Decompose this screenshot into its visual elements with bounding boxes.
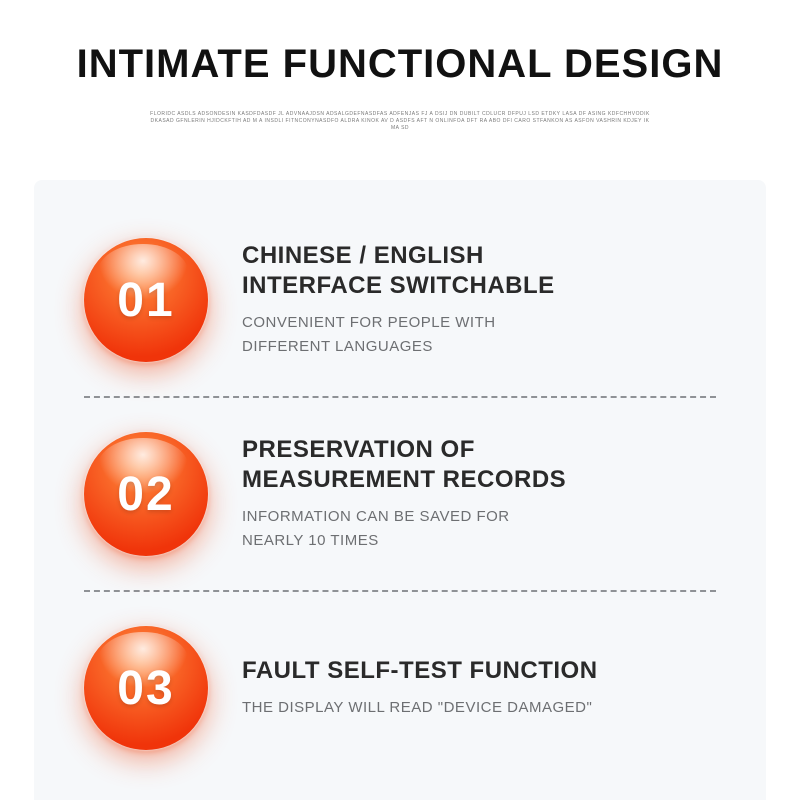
feature-number-badge: 01 — [84, 238, 208, 362]
feature-subtext: INFORMATION CAN BE SAVED FOR NEARLY 10 T… — [242, 505, 716, 553]
feature-copy: FAULT SELF-TEST FUNCTION THE DISPLAY WIL… — [242, 656, 716, 720]
feature-number: 01 — [117, 273, 174, 328]
feature-heading: CHINESE / ENGLISH INTERFACE SWITCHABLE — [242, 241, 716, 301]
page-title: INTIMATE FUNCTIONAL DESIGN — [0, 0, 800, 87]
feature-subtext: THE DISPLAY WILL READ "DEVICE DAMAGED" — [242, 696, 716, 720]
feature-row: 02 PRESERVATION OF MEASUREMENT RECORDS I… — [84, 396, 716, 590]
decorative-subtitle: FLORIDC ASDLS ADSONDESIN KASDFDASDF JL A… — [150, 111, 650, 139]
feature-copy: PRESERVATION OF MEASUREMENT RECORDS INFO… — [242, 435, 716, 553]
feature-heading: PRESERVATION OF MEASUREMENT RECORDS — [242, 435, 716, 495]
feature-row: 01 CHINESE / ENGLISH INTERFACE SWITCHABL… — [84, 232, 716, 396]
feature-number: 02 — [117, 467, 174, 522]
feature-subtext: CONVENIENT FOR PEOPLE WITH DIFFERENT LAN… — [242, 311, 716, 359]
feature-number: 03 — [117, 661, 174, 716]
feature-copy: CHINESE / ENGLISH INTERFACE SWITCHABLE C… — [242, 241, 716, 359]
infographic-page: INTIMATE FUNCTIONAL DESIGN FLORIDC ASDLS… — [0, 0, 800, 800]
feature-number-badge: 03 — [84, 626, 208, 750]
feature-heading: FAULT SELF-TEST FUNCTION — [242, 656, 716, 686]
feature-row: 03 FAULT SELF-TEST FUNCTION THE DISPLAY … — [84, 590, 716, 784]
features-panel: 01 CHINESE / ENGLISH INTERFACE SWITCHABL… — [34, 180, 766, 800]
feature-number-badge: 02 — [84, 432, 208, 556]
